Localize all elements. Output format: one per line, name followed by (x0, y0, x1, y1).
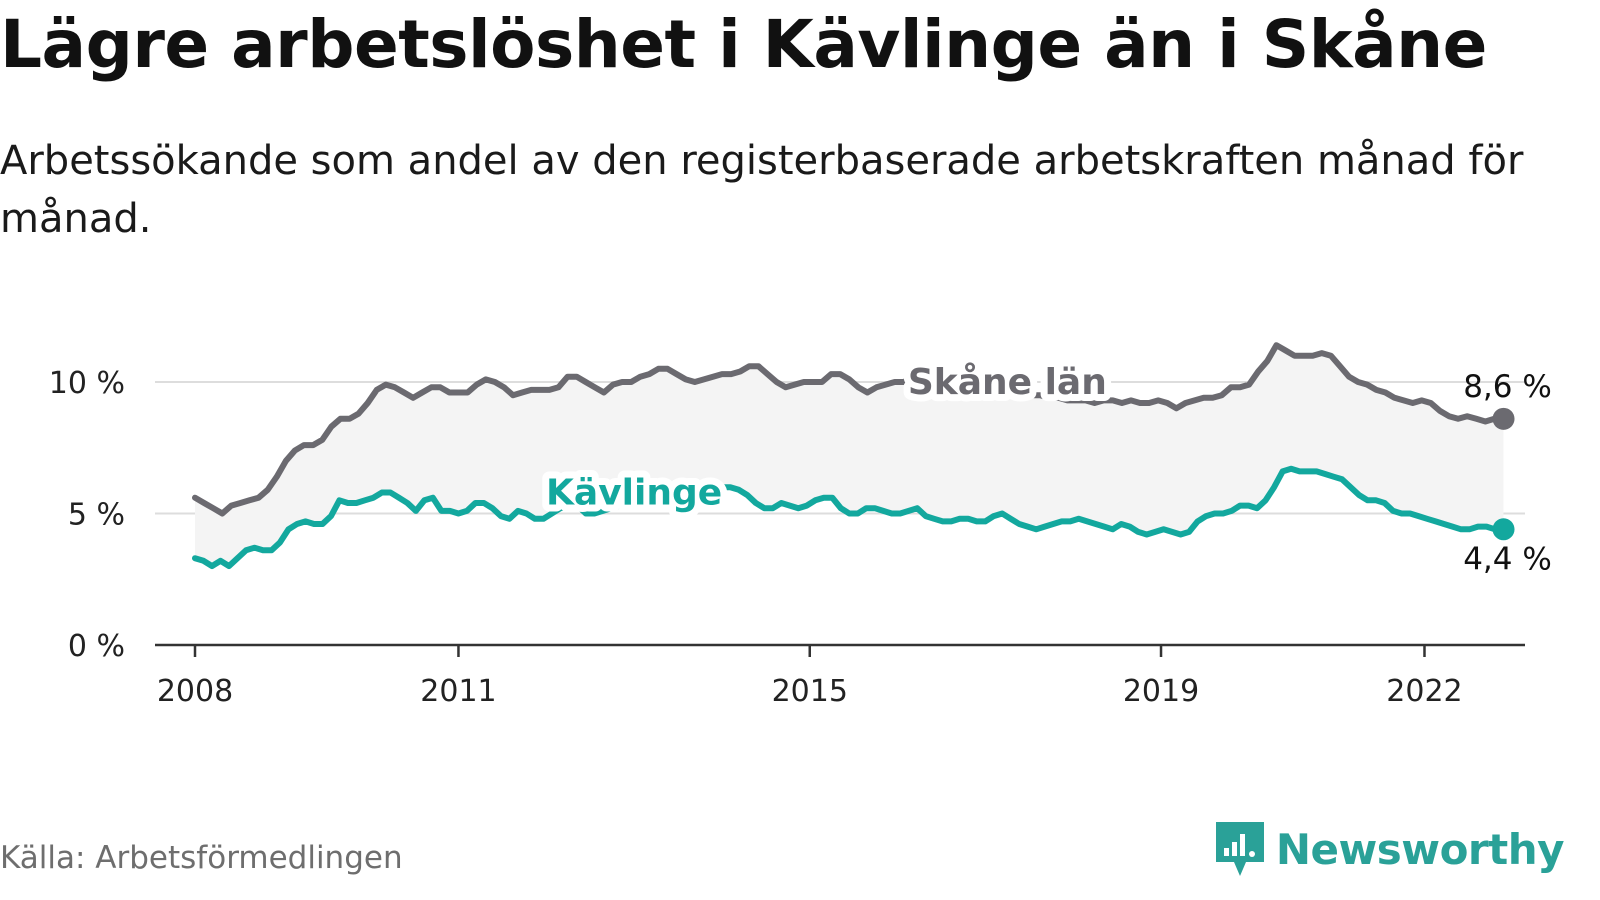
x-tick-label: 2022 (1386, 674, 1462, 709)
x-axis: 2008 2011 2015 2019 2022 (155, 643, 1525, 709)
series-line-kavlinge (192, 465, 1507, 570)
chart-title: Lägre arbetslöshet i Kävlinge än i Skåne (0, 6, 1487, 83)
x-tick-label: 2008 (157, 674, 233, 709)
series-label-halo: Kävlinge (546, 472, 722, 513)
brand-name: Newsworthy (1275, 824, 1565, 874)
line-chart: 0 % 5 % 10 % 2008 2011 2015 2019 2022 8,6 % 4,4… (49, 342, 1552, 709)
end-label-skane: 8,6 % (1463, 369, 1552, 405)
source-note: Källa: Arbetsförmedlingen (0, 840, 403, 876)
series-layer: 8,6 % 4,4 % (192, 342, 1552, 577)
series-line-skane (192, 342, 1507, 517)
bar-chart-logo-icon (1215, 822, 1264, 876)
end-label-kavlinge: 4,4 % (1463, 541, 1552, 577)
x-tick-label: 2015 (772, 674, 848, 709)
end-marker-kavlinge (1492, 518, 1515, 541)
x-tick-label: 2019 (1123, 674, 1199, 709)
grid-layer: 0 % 5 % 10 % (49, 366, 1525, 664)
end-marker-skane (1492, 407, 1515, 430)
brand-logo: Newsworthy (1212, 818, 1565, 880)
chart-subtitle: Arbetssökande som andel av den registerb… (0, 138, 1524, 242)
y-tick-label: 5 % (68, 498, 125, 533)
series-label-kavlinge: Kävlinge (546, 472, 722, 513)
y-tick-label: 10 % (49, 366, 125, 401)
x-tick-label: 2011 (420, 674, 496, 709)
y-tick-label: 0 % (68, 629, 125, 664)
series-label-halo: Skåne län (908, 362, 1107, 403)
series-label-skane: Skåne län (908, 362, 1107, 403)
